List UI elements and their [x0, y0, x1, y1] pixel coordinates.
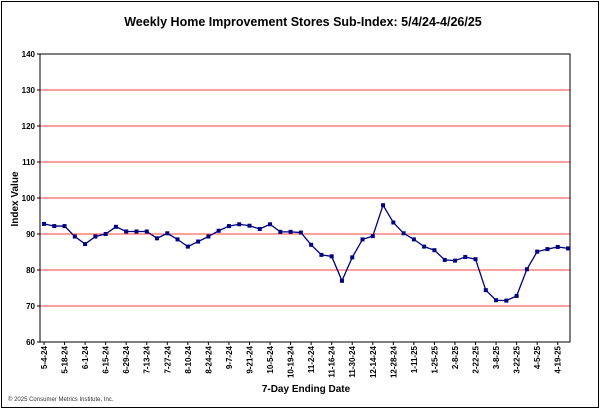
x-tick-label: 9-21-24 [245, 345, 254, 373]
data-point [175, 237, 180, 242]
data-point [360, 237, 365, 242]
x-tick-label: 1-11-25 [410, 345, 419, 373]
x-tick-label: 7-13-24 [143, 345, 152, 373]
data-point [309, 242, 314, 247]
series-points [42, 203, 570, 303]
data-point [206, 234, 211, 239]
y-tick-label: 130 [22, 86, 36, 95]
data-point [514, 293, 519, 298]
data-point [72, 234, 77, 239]
data-point [42, 221, 46, 226]
y-axis-label: Index Value [10, 171, 21, 226]
data-point [196, 239, 201, 244]
data-point [391, 220, 396, 225]
x-tick-label: 12-14-24 [369, 345, 378, 378]
data-point [124, 229, 129, 234]
data-point [216, 228, 221, 233]
x-tick-label: 1-25-25 [430, 345, 439, 373]
x-tick-label: 10-19-24 [287, 345, 296, 378]
data-point [566, 246, 570, 251]
data-point [401, 231, 406, 236]
data-point [535, 249, 540, 254]
chart-title: Weekly Home Improvement Stores Sub-Index… [124, 15, 482, 29]
data-point [381, 203, 386, 208]
data-point [463, 255, 468, 260]
x-tick-label: 4-19-25 [554, 345, 563, 373]
data-point [103, 232, 108, 236]
data-point [62, 224, 67, 229]
data-point [165, 231, 170, 236]
data-point [144, 229, 149, 234]
grid [40, 89, 570, 307]
data-point [298, 230, 303, 235]
data-point [185, 244, 190, 249]
x-tick-label: 2-22-25 [472, 345, 481, 373]
x-axis-ticks: 5-4-24 5-18-24 6-1-24 6-15-24 6-29-24 7-13-24… [40, 342, 563, 378]
data-point [93, 234, 98, 239]
data-point [411, 237, 416, 242]
y-tick-label: 140 [22, 50, 36, 59]
data-point [473, 257, 478, 262]
x-tick-label: 5-4-24 [40, 345, 49, 369]
x-tick-label: 3-22-25 [513, 345, 522, 373]
x-tick-label: 11-16-24 [328, 345, 337, 377]
data-point [113, 224, 118, 229]
x-tick-label: 10-5-24 [266, 345, 275, 373]
data-point [350, 255, 355, 260]
data-point [339, 278, 344, 283]
y-tick-label: 110 [22, 158, 35, 167]
data-point [422, 244, 427, 249]
data-point [134, 229, 139, 234]
x-tick-label: 5-18-24 [61, 345, 70, 373]
data-point [52, 224, 57, 229]
x-tick-label: 9-7-24 [225, 345, 234, 369]
x-axis-label: 7-Day Ending Date [262, 384, 351, 395]
data-point [155, 236, 160, 241]
data-point [524, 267, 529, 272]
data-point [278, 229, 283, 234]
y-axis-ticks: 60 70 80 90 100 110 120 130 140 [22, 50, 40, 347]
x-tick-label: 11-30-24 [348, 345, 357, 377]
series-line [43, 203, 569, 302]
data-point [329, 254, 334, 259]
x-tick-label: 11-2-24 [307, 345, 316, 373]
data-point [504, 298, 509, 303]
data-point [545, 247, 550, 252]
data-point [483, 288, 488, 293]
copyright-credit: © 2025 Consumer Metrics Institute, Inc. [8, 396, 114, 403]
y-tick-label: 120 [22, 122, 36, 131]
x-tick-label: 6-29-24 [122, 345, 131, 373]
data-point [288, 229, 293, 234]
data-point [555, 244, 560, 249]
data-point [442, 257, 447, 262]
data-point [257, 226, 262, 231]
data-point [370, 234, 375, 239]
data-point [494, 298, 499, 303]
x-tick-label: 8-24-24 [204, 345, 213, 373]
data-point [452, 258, 457, 263]
y-tick-label: 100 [22, 194, 36, 203]
data-point [432, 248, 437, 253]
data-point [83, 242, 88, 247]
data-point [247, 223, 252, 228]
x-tick-label: 6-1-24 [81, 345, 90, 369]
data-point [319, 252, 324, 257]
x-tick-label: 7-27-24 [163, 345, 172, 373]
y-tick-label: 70 [26, 302, 35, 311]
x-tick-label: 8-10-24 [184, 345, 193, 373]
x-tick-label: 2-8-25 [451, 345, 460, 369]
y-tick-label: 80 [26, 266, 35, 275]
x-tick-label: 12-28-24 [389, 345, 398, 378]
x-tick-label: 3-8-25 [492, 345, 501, 369]
x-tick-label: 4-5-25 [533, 345, 542, 369]
x-tick-label: 6-15-24 [102, 345, 111, 373]
y-tick-label: 60 [26, 338, 35, 347]
data-point [226, 224, 231, 229]
data-point [268, 222, 273, 227]
data-point [237, 222, 242, 227]
y-tick-label: 90 [26, 230, 35, 239]
